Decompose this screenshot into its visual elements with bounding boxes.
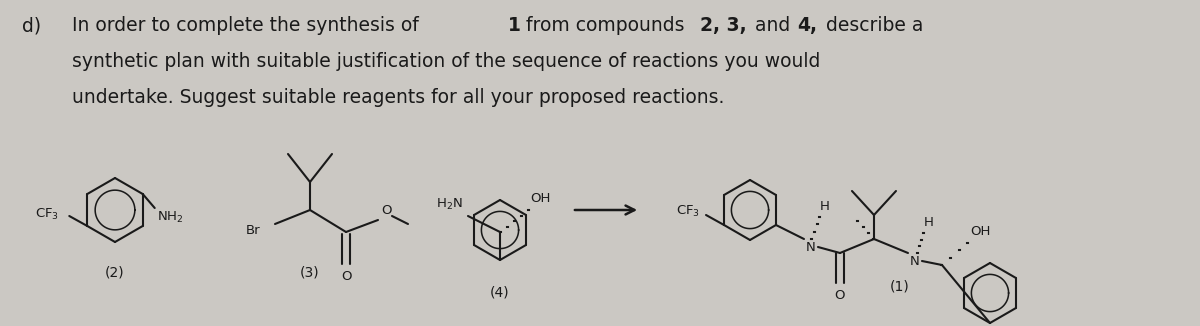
Text: NH$_2$: NH$_2$ — [157, 210, 184, 225]
Text: 4,: 4, — [797, 16, 817, 35]
Text: (4): (4) — [490, 285, 510, 299]
Text: and: and — [749, 16, 797, 35]
Text: H$_2$N: H$_2$N — [436, 197, 463, 212]
Text: from compounds: from compounds — [520, 16, 690, 35]
Text: H: H — [924, 216, 934, 229]
Text: d): d) — [22, 16, 41, 35]
Text: (3): (3) — [300, 265, 320, 279]
Text: undertake. Suggest suitable reagents for all your proposed reactions.: undertake. Suggest suitable reagents for… — [72, 88, 725, 107]
Text: CF$_3$: CF$_3$ — [676, 203, 700, 218]
Text: O: O — [341, 270, 352, 283]
Text: OH: OH — [530, 192, 551, 205]
Text: (2): (2) — [106, 265, 125, 279]
Text: 2, 3,: 2, 3, — [700, 16, 746, 35]
Text: In order to complete the synthesis of: In order to complete the synthesis of — [72, 16, 425, 35]
Text: OH: OH — [970, 225, 990, 238]
Text: N: N — [806, 241, 816, 254]
Text: N: N — [910, 255, 919, 268]
Text: describe a: describe a — [820, 16, 923, 35]
Text: H: H — [820, 200, 830, 213]
Text: O: O — [835, 289, 845, 302]
Text: O: O — [382, 204, 391, 217]
Text: synthetic plan with suitable justification of the sequence of reactions you woul: synthetic plan with suitable justificati… — [72, 52, 821, 71]
Text: Br: Br — [245, 224, 260, 236]
Text: 1: 1 — [508, 16, 521, 35]
Text: CF$_3$: CF$_3$ — [35, 206, 59, 222]
Text: (1): (1) — [890, 280, 910, 294]
